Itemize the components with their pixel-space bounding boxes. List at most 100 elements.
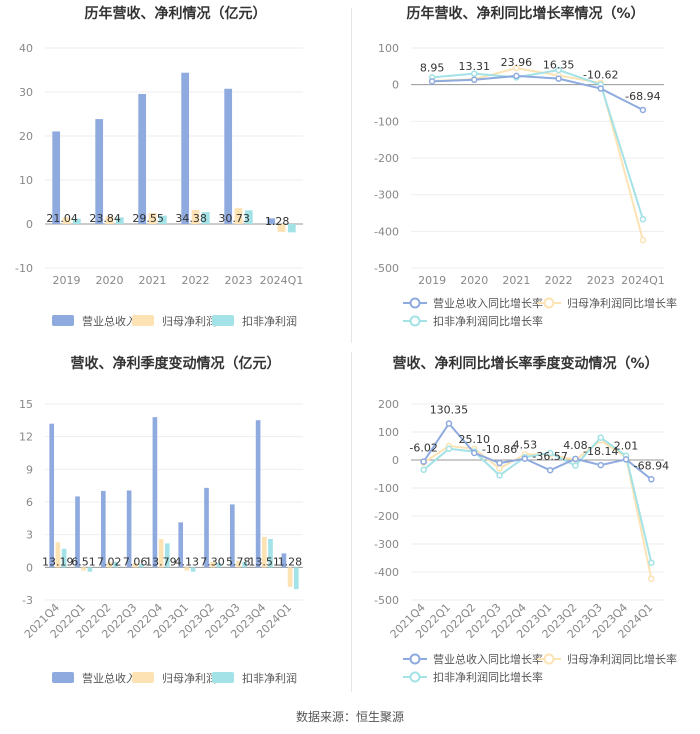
divider — [351, 352, 352, 692]
x-tick-label: 2020 — [460, 274, 488, 287]
data-label: 13.79 — [145, 555, 177, 568]
data-label: -10.86 — [482, 443, 517, 456]
legend-label: 归母净利润同比增长率 — [567, 296, 677, 310]
data-point — [648, 559, 655, 567]
bar — [178, 522, 184, 568]
data-point — [572, 455, 579, 463]
data-point — [597, 434, 604, 441]
legend-label: 归母净利润 — [162, 671, 217, 685]
bar — [277, 224, 286, 232]
data-point — [555, 75, 562, 82]
data-point — [471, 70, 478, 77]
legend-marker — [409, 315, 421, 327]
legend-swatch — [132, 315, 154, 326]
x-tick-label: 2019 — [53, 274, 81, 287]
y-tick-label: -200 — [374, 152, 399, 165]
data-point — [513, 64, 520, 72]
data-point — [639, 215, 647, 223]
y-tick-label: -400 — [374, 225, 399, 238]
data-point — [597, 85, 604, 92]
y-tick-label: -10 — [15, 262, 33, 275]
data-label: 34.38 — [175, 212, 207, 225]
legend-marker — [409, 297, 421, 309]
data-label: 4.13 — [174, 555, 199, 568]
bar — [132, 562, 138, 568]
bar — [164, 543, 170, 568]
bar — [72, 218, 81, 224]
bar — [126, 490, 132, 568]
bar — [87, 567, 93, 572]
y-tick-label: -300 — [374, 189, 399, 202]
data-label: 6.51 — [71, 555, 96, 568]
data-label: 8.95 — [420, 61, 445, 74]
bar — [224, 88, 233, 225]
bar — [201, 212, 210, 224]
series-line — [422, 421, 652, 481]
quarterly-revenue-profit-chart: 营收、净利季度变动情况（亿元）15129630-32021Q42022Q1202… — [19, 355, 303, 685]
legend-label: 营业总收入同比增长率 — [433, 652, 543, 666]
chart-title: 营收、净利同比增长率季度变动情况（%） — [392, 355, 658, 372]
bar — [158, 215, 167, 224]
bar — [216, 562, 222, 568]
legend-label: 扣非净利润 — [242, 671, 297, 685]
data-label: -6.02 — [409, 442, 437, 455]
data-label: 7.02 — [97, 555, 122, 568]
bar — [61, 548, 67, 568]
annual-growth-rate-chart: 历年营收、净利同比增长率情况（%） 100 0 -100 -200 -300 -400 -50… — [374, 5, 677, 328]
y-tick-label: 30 — [19, 86, 33, 99]
bar — [139, 564, 144, 568]
data-label: 4.53 — [513, 439, 538, 452]
y-tick-label: 15 — [19, 398, 33, 411]
data-point — [471, 449, 478, 457]
data-label: 13.51 — [248, 555, 280, 568]
data-label: -68.94 — [625, 90, 660, 103]
data-label: 16.35 — [543, 59, 575, 72]
y-tick-label: 200 — [378, 398, 399, 411]
series-line — [432, 74, 644, 111]
data-label: 5.78 — [226, 555, 251, 568]
data-label: -36.57 — [532, 450, 567, 463]
y-tick-label: 20 — [19, 130, 33, 143]
data-point — [471, 76, 478, 84]
bar — [184, 567, 190, 571]
data-label: 4.08 — [563, 439, 588, 452]
data-point — [546, 449, 554, 457]
bar — [261, 536, 267, 568]
x-tick-label: 2020 — [96, 274, 124, 287]
y-tick-label: -100 — [374, 115, 399, 128]
y-tick-label: -3 — [22, 594, 33, 607]
data-point — [521, 455, 529, 462]
bar — [242, 561, 248, 568]
bar — [229, 504, 235, 568]
bar — [62, 217, 71, 224]
legend-marker — [543, 653, 555, 665]
bar — [244, 210, 253, 224]
data-label: 23.96 — [501, 56, 533, 69]
legend-marker — [409, 653, 421, 665]
data-point — [639, 236, 647, 244]
data-label: 7.06 — [123, 555, 148, 568]
data-label: -18.14 — [583, 445, 618, 458]
bar — [210, 561, 216, 568]
data-point — [639, 106, 647, 114]
bar — [113, 561, 119, 568]
bar — [287, 567, 293, 587]
x-tick-label: 2023 — [587, 274, 615, 287]
data-label: 23.84 — [89, 212, 121, 225]
legend-swatch — [52, 672, 74, 683]
bar — [107, 561, 112, 568]
bar — [236, 560, 241, 568]
y-tick-label: -300 — [374, 538, 399, 551]
y-tick-label: -500 — [374, 262, 399, 275]
data-label: 29.55 — [132, 212, 164, 225]
bar — [204, 487, 209, 568]
data-point — [496, 465, 503, 472]
bar — [95, 119, 104, 224]
data-label: 30.73 — [218, 212, 250, 225]
chart-title: 历年营收、净利同比增长率情况（%） — [406, 5, 644, 22]
bar — [293, 567, 299, 590]
y-tick-label: -400 — [374, 566, 399, 579]
data-point — [648, 575, 655, 582]
data-label: 13.19 — [42, 555, 74, 568]
legend-marker — [409, 671, 421, 683]
